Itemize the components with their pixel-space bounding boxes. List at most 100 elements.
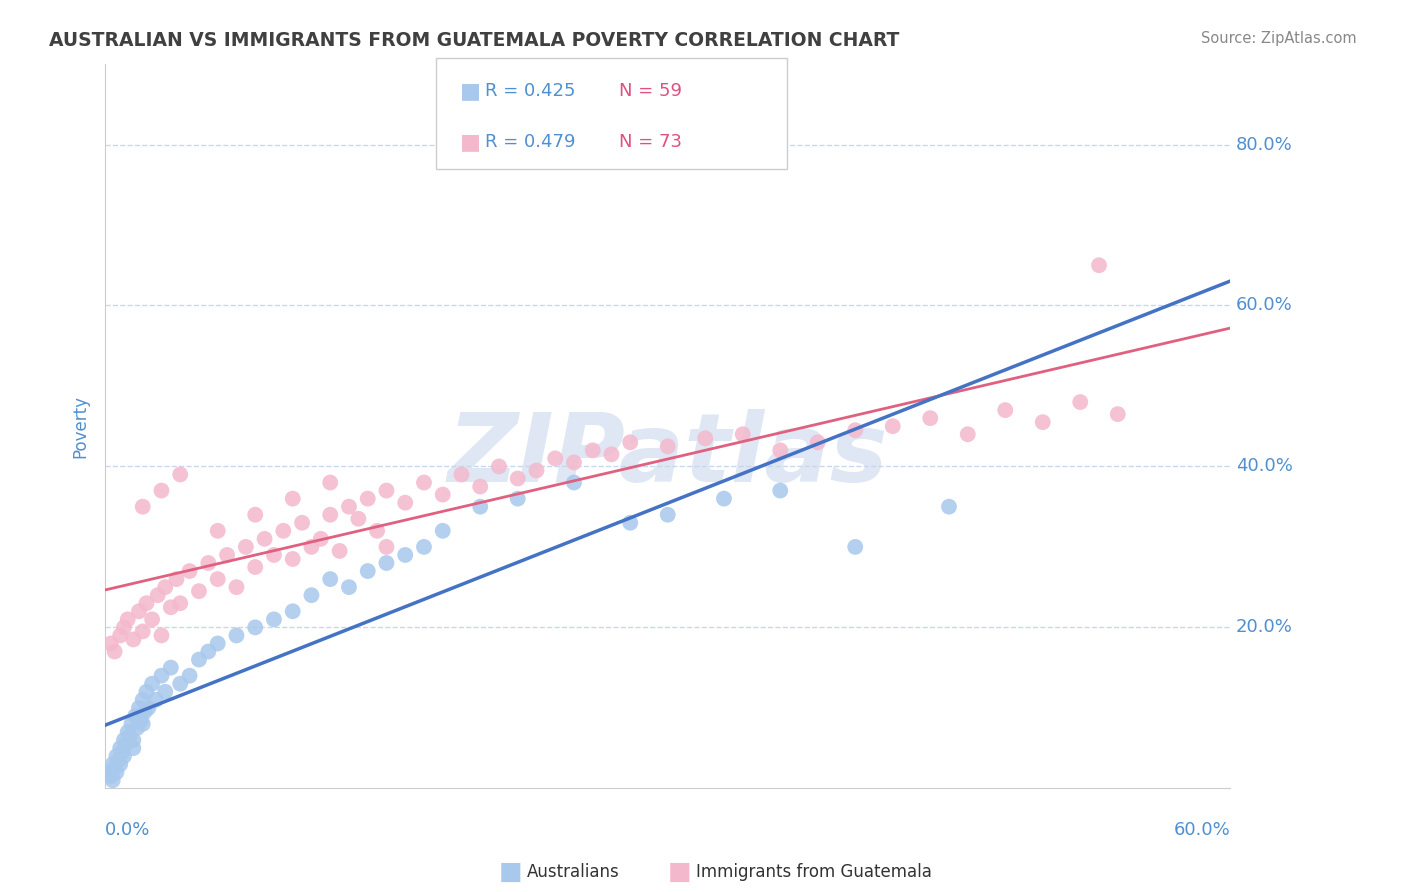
Point	[166, 572, 188, 586]
Point	[506, 471, 529, 485]
Point	[141, 676, 163, 690]
Point	[413, 540, 436, 554]
Point	[132, 500, 155, 514]
Point	[132, 693, 155, 707]
Point	[657, 439, 679, 453]
Point	[138, 701, 160, 715]
Point	[245, 560, 267, 574]
Point	[731, 427, 754, 442]
Point	[112, 733, 135, 747]
Point	[994, 403, 1017, 417]
Text: AUSTRALIAN VS IMMIGRANTS FROM GUATEMALA POVERTY CORRELATION CHART: AUSTRALIAN VS IMMIGRANTS FROM GUATEMALA …	[49, 31, 900, 50]
Point	[121, 717, 143, 731]
Point	[562, 475, 585, 490]
Point	[938, 500, 960, 514]
Point	[394, 548, 416, 562]
Point	[122, 733, 145, 747]
Text: 0.0%: 0.0%	[105, 821, 150, 838]
Point	[319, 572, 342, 586]
Point	[179, 564, 201, 578]
Point	[844, 540, 866, 554]
Text: 60.0%: 60.0%	[1236, 296, 1292, 315]
Text: 80.0%: 80.0%	[1236, 136, 1292, 153]
Point	[217, 548, 239, 562]
Point	[337, 500, 360, 514]
Text: Source: ZipAtlas.com: Source: ZipAtlas.com	[1201, 31, 1357, 46]
Point	[112, 620, 135, 634]
Point	[188, 584, 211, 599]
Point	[160, 600, 183, 615]
Point	[225, 580, 247, 594]
Point	[281, 491, 304, 506]
Point	[107, 753, 129, 767]
Point	[129, 713, 152, 727]
Text: ■: ■	[499, 861, 523, 884]
Point	[253, 532, 276, 546]
Text: N = 59: N = 59	[619, 82, 682, 100]
Text: 20.0%: 20.0%	[1236, 618, 1292, 636]
Point	[150, 483, 173, 498]
Point	[1107, 407, 1129, 421]
Point	[488, 459, 510, 474]
Point	[366, 524, 388, 538]
Point	[291, 516, 314, 530]
Point	[105, 765, 128, 780]
Point	[169, 676, 191, 690]
Point	[882, 419, 904, 434]
Point	[135, 685, 157, 699]
Point	[956, 427, 979, 442]
Point	[108, 741, 131, 756]
Point	[160, 660, 183, 674]
Point	[207, 636, 229, 650]
Point	[134, 705, 156, 719]
Point	[122, 632, 145, 647]
Point	[329, 544, 352, 558]
Point	[179, 668, 201, 682]
Point	[100, 769, 122, 783]
Point	[450, 467, 472, 482]
Point	[263, 548, 285, 562]
Point	[207, 572, 229, 586]
Point	[319, 508, 342, 522]
Text: 40.0%: 40.0%	[1236, 458, 1292, 475]
Text: N = 73: N = 73	[619, 134, 682, 152]
Point	[657, 508, 679, 522]
Point	[347, 512, 370, 526]
Text: ■: ■	[460, 132, 481, 153]
Point	[245, 508, 267, 522]
Point	[337, 580, 360, 594]
Text: R = 0.425: R = 0.425	[485, 82, 575, 100]
Point	[807, 435, 830, 450]
Point	[146, 588, 169, 602]
Point	[169, 596, 191, 610]
Text: ■: ■	[668, 861, 692, 884]
Point	[713, 491, 735, 506]
Point	[128, 701, 150, 715]
Point	[281, 604, 304, 618]
Point	[150, 628, 173, 642]
Point	[122, 741, 145, 756]
Point	[128, 604, 150, 618]
Point	[103, 644, 125, 658]
Point	[145, 693, 167, 707]
Point	[132, 717, 155, 731]
Point	[115, 737, 138, 751]
Point	[319, 475, 342, 490]
Point	[432, 524, 454, 538]
Point	[357, 491, 380, 506]
Point	[301, 540, 323, 554]
Point	[111, 745, 134, 759]
Point	[562, 455, 585, 469]
Point	[155, 685, 177, 699]
Point	[281, 552, 304, 566]
Point	[141, 612, 163, 626]
Point	[135, 596, 157, 610]
Point	[124, 709, 146, 723]
Point	[197, 556, 219, 570]
Point	[101, 773, 124, 788]
Point	[600, 447, 623, 461]
Text: R = 0.479: R = 0.479	[485, 134, 575, 152]
Text: ZIPatlas: ZIPatlas	[447, 409, 889, 501]
Point	[197, 644, 219, 658]
Point	[97, 765, 120, 780]
